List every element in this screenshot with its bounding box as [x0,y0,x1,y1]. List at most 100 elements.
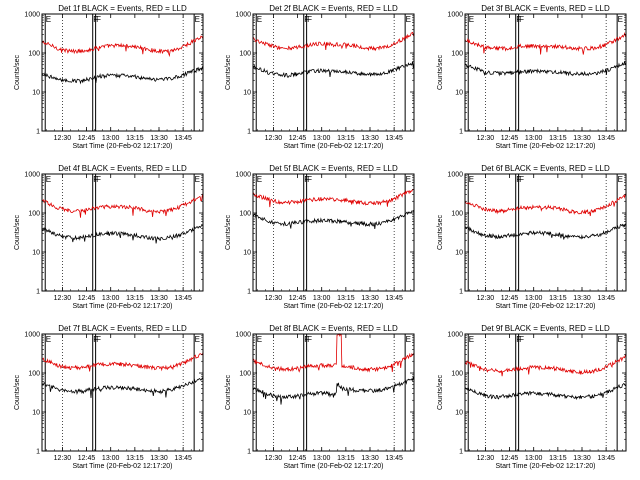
x-tick-label: 13:30 [573,455,591,462]
x-tick-label: 12:45 [289,295,307,302]
x-tick-label: 13:15 [126,295,144,302]
y-tick-label: 1 [247,129,251,136]
flag-marker-label: E [618,335,623,344]
x-tick-label: 13:00 [102,455,120,462]
x-tick-label: 13:45 [174,135,192,142]
y-tick-label: 10 [455,250,463,257]
flag-marker-label: F [96,175,101,184]
x-tick-label: 12:45 [78,295,96,302]
x-tick-label: 13:45 [174,295,192,302]
x-tick-label: 13:45 [385,135,403,142]
flag-marker-label: E [46,15,51,24]
flag-marker-label: E [46,335,51,344]
x-axis-label: Start Time (20-Feb-02 12:17:20) [73,303,173,310]
lld-series-line [252,188,415,208]
panel-title: Det 2f BLACK = Events, RED = LLD [269,4,398,13]
x-tick-label: 13:15 [337,455,355,462]
x-tick-label: 13:30 [150,455,168,462]
flag-marker-label: E [618,15,623,24]
x-tick-label: 13:45 [385,455,403,462]
panel-title: Det 8f BLACK = Events, RED = LLD [269,324,398,333]
y-tick-label: 1000 [24,12,40,19]
flag-marker-label: F [307,335,312,344]
x-tick-label: 12:30 [54,135,72,142]
y-tick-label: 100 [451,51,463,58]
flag-marker-label: E [195,335,200,344]
x-tick-label: 12:30 [477,455,495,462]
x-tick-label: 13:00 [313,135,331,142]
y-tick-label: 1 [36,289,40,296]
y-tick-label: 10 [243,250,251,257]
x-tick-label: 13:30 [150,135,168,142]
lld-series-line [41,35,204,58]
x-tick-label: 13:00 [525,295,543,302]
flag-marker-label: F [96,335,101,344]
panel-title: Det 6f BLACK = Events, RED = LLD [481,164,610,173]
x-tick-label: 13:30 [150,295,168,302]
x-tick-label: 13:45 [174,455,192,462]
flag-marker-label: E [257,15,262,24]
x-tick-label: 13:15 [549,135,567,142]
x-tick-label: 12:30 [54,455,72,462]
y-tick-label: 1 [36,449,40,456]
y-tick-label: 1000 [24,172,40,179]
panel-det-4f: Det 4f BLACK = Events, RED = LLDEFFE1101… [14,164,204,310]
panel-title: Det 7f BLACK = Events, RED = LLD [58,324,187,333]
flag-marker-label: E [406,175,411,184]
flag-marker-label: F [307,15,312,24]
flag-marker-label: E [469,175,474,184]
flag-marker-label: F [519,175,524,184]
y-tick-label: 1000 [235,332,251,339]
x-tick-label: 13:00 [102,295,120,302]
x-axis-label: Start Time (20-Feb-02 12:17:20) [73,143,173,150]
lld-series-line [252,31,415,52]
x-tick-label: 12:45 [289,135,307,142]
panel-title: Det 3f BLACK = Events, RED = LLD [481,4,610,13]
plot-frame [41,333,204,452]
lld-series-line [464,193,627,217]
events-series-line [41,224,204,244]
x-tick-label: 13:45 [597,295,615,302]
y-tick-label: 1 [36,129,40,136]
plot-frame [252,333,415,452]
y-axis-label: Counts/sec [14,54,21,90]
flag-marker-label: F [96,15,101,24]
panel-det-8f: Det 8f BLACK = Events, RED = LLDEFFE1101… [225,324,415,470]
x-axis-label: Start Time (20-Feb-02 12:17:20) [496,463,596,470]
y-axis-label: Counts/sec [437,214,444,250]
panel-det-7f: Det 7f BLACK = Events, RED = LLDEFFE1101… [14,324,204,470]
x-tick-label: 13:15 [337,135,355,142]
events-series-line [464,223,627,240]
y-tick-label: 1 [459,289,463,296]
events-series-line [41,65,204,85]
events-series-line [464,382,627,401]
lld-series-line [252,333,415,373]
y-axis-label: Counts/sec [14,214,21,250]
y-tick-label: 100 [239,211,251,218]
flag-marker-label: E [195,175,200,184]
x-tick-label: 13:15 [549,295,567,302]
x-tick-label: 13:00 [313,455,331,462]
flag-marker-label: F [307,175,312,184]
x-tick-label: 13:30 [573,135,591,142]
y-tick-label: 100 [28,371,40,378]
y-tick-label: 1000 [235,172,251,179]
x-tick-label: 13:30 [573,295,591,302]
y-axis-label: Counts/sec [14,374,21,410]
flag-marker-label: F [519,15,524,24]
flag-marker-label: E [46,175,51,184]
x-axis-label: Start Time (20-Feb-02 12:17:20) [496,143,596,150]
events-series-line [252,61,415,79]
y-axis-label: Counts/sec [225,214,232,250]
plot-frame [41,173,204,292]
x-tick-label: 12:45 [501,135,519,142]
x-tick-label: 13:15 [549,455,567,462]
events-series-line [252,376,415,405]
y-tick-label: 1000 [447,332,463,339]
x-tick-label: 13:45 [597,455,615,462]
x-tick-label: 12:45 [501,455,519,462]
flag-marker-label: E [406,335,411,344]
y-axis-label: Counts/sec [225,374,232,410]
y-tick-label: 100 [239,51,251,58]
x-axis-label: Start Time (20-Feb-02 12:17:20) [284,463,384,470]
